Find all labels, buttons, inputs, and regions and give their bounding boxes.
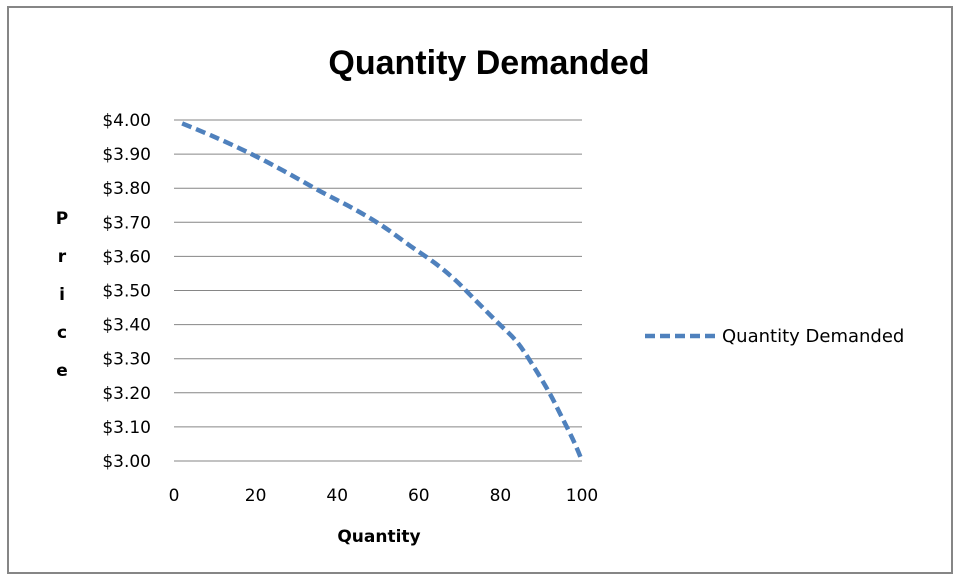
y-tick-label: $3.00 — [102, 452, 151, 472]
series-line — [181, 121, 585, 462]
y-axis-ticks: $3.00 $3.10 $3.20 $3.30 $3.40 $3.50 $3.60 $3.70… — [102, 111, 151, 472]
y-tick-label: $4.00 — [102, 111, 151, 131]
y-tick-label: $3.50 — [102, 282, 151, 302]
y-tick-label: $3.70 — [102, 213, 151, 233]
y-tick-label: $3.80 — [102, 179, 151, 199]
y-axis-label-letter: e — [56, 361, 68, 381]
legend: Quantity Demanded — [645, 326, 904, 347]
x-axis-label: Quantity — [337, 527, 420, 547]
y-axis-label-letter: r — [58, 247, 67, 267]
y-tick-label: $3.60 — [102, 247, 151, 267]
x-tick-label: 80 — [490, 486, 512, 506]
x-tick-label: 100 — [566, 486, 598, 506]
x-tick-label: 20 — [245, 486, 267, 506]
x-tick-label: 60 — [408, 486, 430, 506]
y-tick-label: $3.30 — [102, 350, 151, 370]
series-layer — [181, 121, 585, 462]
y-tick-label: $3.90 — [102, 145, 151, 165]
x-axis-ticks: 0 20 40 60 80 100 — [169, 486, 599, 506]
chart-title: Quantity Demanded — [328, 44, 649, 82]
y-tick-label: $3.10 — [102, 418, 151, 438]
x-tick-label: 40 — [326, 486, 348, 506]
y-tick-label: $3.20 — [102, 384, 151, 404]
y-axis-label-letter: i — [59, 285, 65, 305]
y-axis-label-letter: P — [56, 209, 68, 229]
y-axis-label-letter: c — [57, 323, 67, 343]
y-tick-label: $3.40 — [102, 316, 151, 336]
x-tick-label: 0 — [169, 486, 180, 506]
grid-lines — [174, 119, 582, 462]
legend-label: Quantity Demanded — [722, 326, 904, 347]
